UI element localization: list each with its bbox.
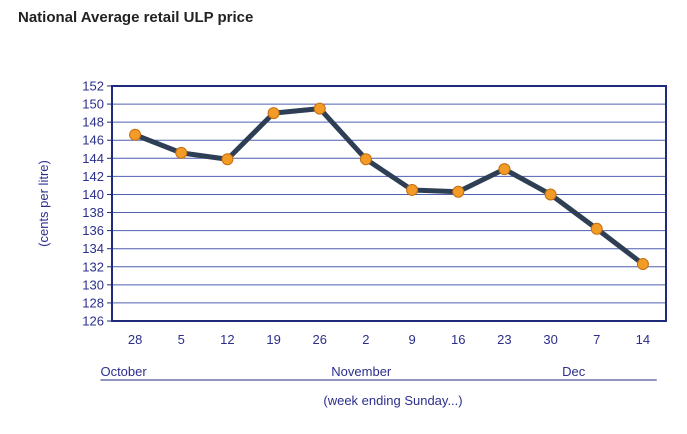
- y-tick-label: 146: [82, 133, 104, 148]
- data-point: [221, 153, 234, 166]
- x-tick-label: 28: [128, 332, 142, 347]
- y-tick-label: 144: [82, 151, 104, 166]
- y-tick-label: 140: [82, 187, 104, 202]
- x-tick-label: 26: [313, 332, 327, 347]
- chart-title: National Average retail ULP price: [18, 9, 254, 26]
- y-tick-label: 142: [82, 169, 104, 184]
- data-point: [452, 185, 465, 198]
- data-point: [175, 146, 188, 159]
- month-label: November: [331, 364, 392, 379]
- data-point: [498, 163, 511, 176]
- plot-frame: [111, 85, 667, 322]
- x-tick-label: 5: [178, 332, 185, 347]
- data-point: [636, 258, 649, 271]
- data-point: [544, 188, 557, 201]
- x-tick-label: 2: [362, 332, 369, 347]
- month-label: Dec: [562, 364, 586, 379]
- y-axis-title: (cents per litre): [36, 160, 51, 247]
- data-point: [313, 102, 326, 115]
- y-tick-label: 150: [82, 97, 104, 112]
- y-tick-label: 128: [82, 295, 104, 310]
- month-label: October: [100, 364, 147, 379]
- y-tick-label: 148: [82, 115, 104, 130]
- y-tick-label: 134: [82, 241, 104, 256]
- data-point: [129, 128, 142, 141]
- series-line: [132, 106, 646, 267]
- x-tick-label: 30: [543, 332, 557, 347]
- y-tick-label: 132: [82, 259, 104, 274]
- x-tick-label: 19: [266, 332, 280, 347]
- x-tick-label: 16: [451, 332, 465, 347]
- data-point: [267, 107, 280, 120]
- x-tick-label: 23: [497, 332, 511, 347]
- y-tick-label: 152: [82, 79, 104, 94]
- x-tick-label: 7: [593, 332, 600, 347]
- x-tick-label: 14: [636, 332, 650, 347]
- x-tick-label: 9: [408, 332, 415, 347]
- y-tick-label: 126: [82, 314, 104, 329]
- data-point: [406, 183, 419, 196]
- x-axis-title: (week ending Sunday...): [323, 393, 462, 408]
- y-tick-label: 136: [82, 223, 104, 238]
- y-tick-label: 130: [82, 277, 104, 292]
- x-tick-label: 12: [220, 332, 234, 347]
- y-tick-label: 138: [82, 205, 104, 220]
- data-point: [359, 153, 372, 166]
- data-point: [590, 222, 603, 235]
